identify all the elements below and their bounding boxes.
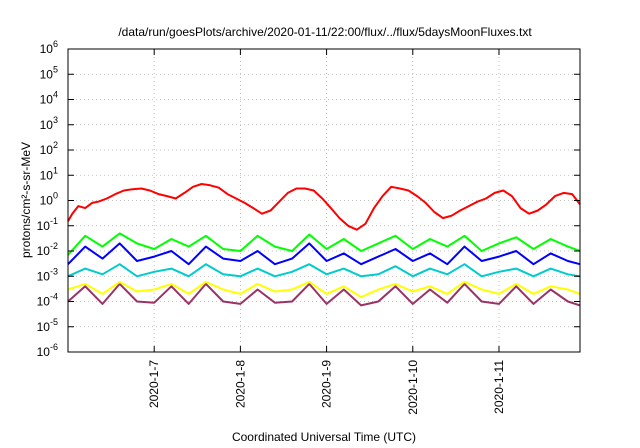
y-tick-label: 101	[40, 165, 58, 182]
y-tick-label: 104	[40, 90, 58, 107]
y-axis: 10-6 10-5 10-4 10-3 10-2 10-1 100 101 102 103 104 1…	[37, 39, 580, 359]
y-tick-label: 10-1	[37, 216, 58, 233]
x-tick-label: 2020-1-8	[233, 360, 247, 408]
y-tick-label: 102	[40, 140, 58, 157]
x-tick-label: 2020-1-11	[492, 360, 506, 414]
y-tick-label: 10-4	[37, 292, 58, 309]
y-tick-label: 105	[40, 64, 58, 81]
y-tick-label: 10-5	[37, 317, 58, 334]
chart-title: /data/run/goesPlots/archive/2020-01-11/2…	[118, 25, 532, 39]
x-tick-label: 2020-1-7	[147, 360, 161, 408]
series-line	[67, 183, 581, 231]
series-group	[67, 183, 581, 307]
series-line	[67, 282, 581, 307]
y-tick-label: 103	[40, 115, 58, 132]
y-tick-label: 100	[40, 191, 58, 208]
y-axis-label: protons/cm²-s-sr-MeV	[19, 142, 33, 258]
x-axis: 2020-1-7 2020-1-8 2020-1-9 2020-1-10 2020-1-…	[147, 49, 506, 415]
x-axis-label: Coordinated Universal Time (UTC)	[232, 430, 416, 444]
y-tick-label: 10-3	[37, 266, 58, 283]
series-line	[67, 232, 581, 256]
series-line	[67, 263, 581, 278]
series-line	[67, 280, 581, 299]
y-tick-label: 106	[40, 39, 58, 56]
x-tick-label: 2020-1-9	[320, 360, 334, 408]
x-tick-label: 2020-1-10	[406, 360, 420, 415]
series-line	[67, 242, 581, 266]
y-tick-label: 10-6	[37, 342, 58, 359]
y-tick-label: 10-2	[37, 241, 58, 258]
